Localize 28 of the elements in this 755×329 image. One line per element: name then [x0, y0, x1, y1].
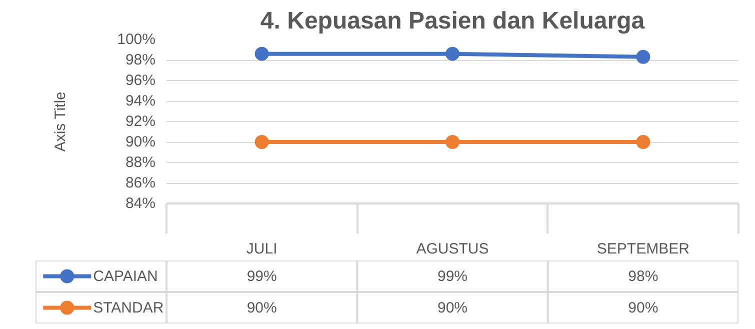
point	[446, 46, 460, 61]
x-tick-label: SEPTEMBER	[596, 240, 690, 258]
data-label: 90%	[628, 299, 658, 316]
data-label: 99%	[437, 268, 468, 285]
y-tick-label: 98%	[125, 52, 156, 68]
x-tick-label: AGUSTUS	[416, 240, 489, 258]
legend-label: STANDAR	[93, 299, 164, 316]
y-tick-label: 96%	[125, 72, 156, 89]
data-label: 98%	[628, 268, 658, 285]
data-label: 99%	[246, 268, 277, 285]
y-tick-label: 94%	[125, 92, 156, 110]
data-label: 90%	[437, 299, 468, 316]
x-tick-label: JULI	[246, 240, 278, 258]
y-tick-label: 88%	[125, 154, 156, 171]
point	[254, 135, 269, 149]
y-tick-label: 92%	[125, 113, 156, 130]
point	[254, 46, 269, 61]
data-label: 90%	[246, 299, 277, 316]
y-tick-label: 90%	[125, 134, 156, 150]
chart-title: 4. Kepuasan Pasien dan Keluarga	[260, 8, 646, 34]
y-tick-label: 100%	[117, 31, 156, 48]
point	[636, 135, 650, 149]
point	[446, 135, 460, 149]
y-tick-label: 84%	[125, 195, 156, 212]
legend-label: CAPAIAN	[93, 268, 158, 285]
point	[636, 50, 650, 64]
y-axis-title: Axis Title	[52, 92, 70, 152]
y-tick-label: 86%	[125, 174, 156, 192]
